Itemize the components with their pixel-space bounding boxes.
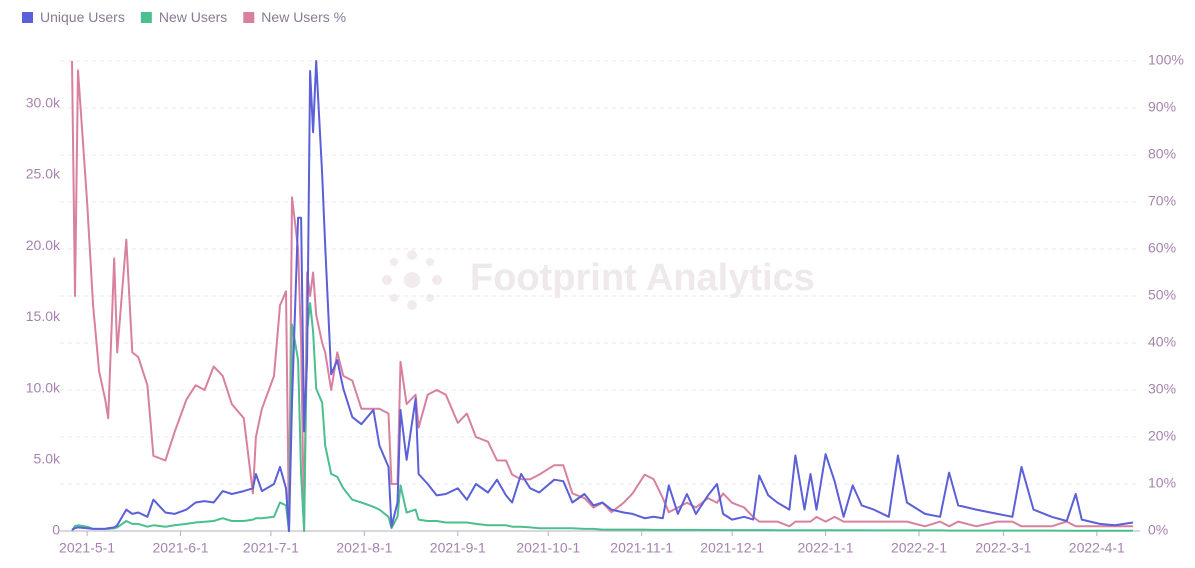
y2-tick-label: 20% bbox=[1148, 428, 1176, 444]
y-tick-label: 25.0k bbox=[26, 166, 61, 182]
series-line bbox=[71, 60, 1134, 532]
x-tick-label: 2022-4-1 bbox=[1069, 540, 1125, 556]
y2-tick-label: 0% bbox=[1148, 522, 1168, 538]
y-tick-label: 15.0k bbox=[26, 308, 61, 324]
legend-label: New Users bbox=[159, 9, 227, 25]
x-tick-label: 2021-5-1 bbox=[59, 540, 115, 556]
x-tick-label: 2021-10-1 bbox=[516, 540, 580, 556]
x-tick-label: 2021-11-1 bbox=[610, 540, 673, 556]
series-line bbox=[71, 60, 1133, 532]
x-tick-label: 2022-1-1 bbox=[798, 540, 854, 556]
legend-label: Unique Users bbox=[40, 9, 125, 25]
y-tick-label: 5.0k bbox=[34, 450, 61, 466]
y-tick-label: 30.0k bbox=[26, 94, 61, 110]
x-tick-label: 2021-6-1 bbox=[152, 540, 208, 556]
grid bbox=[60, 60, 1140, 485]
plot bbox=[71, 60, 1134, 532]
y2-tick-label: 40% bbox=[1148, 334, 1176, 350]
x-tick-label: 2021-7-1 bbox=[243, 540, 299, 556]
y-tick-label: 0 bbox=[52, 522, 60, 538]
series-line bbox=[71, 302, 1133, 532]
legend-swatch bbox=[140, 12, 152, 23]
x-tick-label: 2021-8-1 bbox=[336, 540, 392, 556]
x-tick-label: 2021-12-1 bbox=[700, 540, 764, 556]
watermark-logo bbox=[382, 250, 442, 310]
legend-swatch bbox=[243, 12, 255, 23]
axes: 0 5.0k 10.0k 15.0k 20.0k 25.0k 30.0k 0% 10% 20% 30… bbox=[26, 52, 1184, 556]
y2-tick-label: 10% bbox=[1148, 475, 1176, 491]
y2-tick-label: 30% bbox=[1148, 381, 1176, 397]
y2-tick-label: 100% bbox=[1148, 52, 1184, 68]
x-tick-label: 2022-3-1 bbox=[975, 540, 1031, 556]
y-tick-label: 20.0k bbox=[26, 237, 61, 253]
y-tick-label: 10.0k bbox=[26, 379, 61, 395]
y2-tick-label: 90% bbox=[1148, 99, 1176, 115]
x-tick-label: 2021-9-1 bbox=[430, 540, 486, 556]
y2-tick-label: 60% bbox=[1148, 240, 1176, 256]
watermark: Footprint Analytics bbox=[470, 257, 815, 299]
y2-tick-label: 50% bbox=[1148, 287, 1176, 303]
y2-tick-label: 70% bbox=[1148, 193, 1176, 209]
y2-tick-label: 80% bbox=[1148, 146, 1176, 162]
x-tick-label: 2022-2-1 bbox=[891, 540, 947, 556]
legend-swatch bbox=[22, 12, 33, 23]
legend: Unique Users New Users New Users % bbox=[22, 9, 346, 25]
legend-label: New Users % bbox=[261, 9, 346, 25]
